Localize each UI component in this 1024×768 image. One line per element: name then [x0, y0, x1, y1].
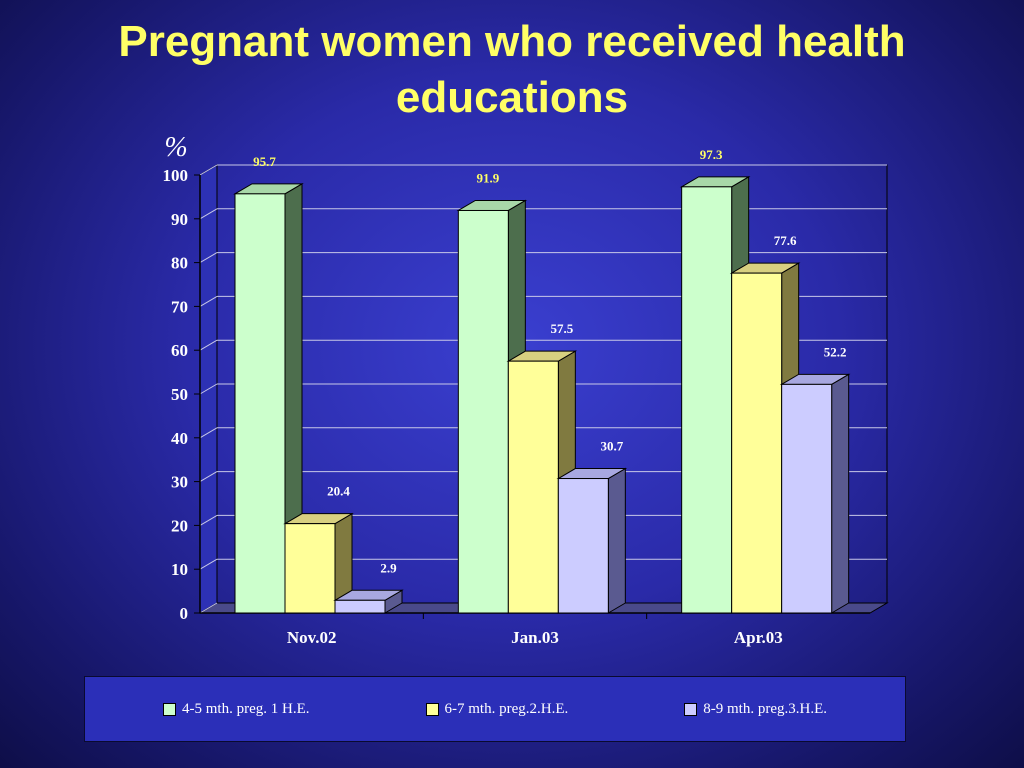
- gridline-side: [199, 558, 218, 570]
- bar-side: [831, 373, 850, 614]
- y-tick-label: 50: [171, 385, 188, 404]
- gridline-side: [199, 295, 218, 307]
- legend-swatch: [684, 702, 698, 716]
- gridline-side: [199, 514, 218, 526]
- chart-title: Pregnant women who received health educa…: [118, 17, 906, 122]
- legend-label: 6-7 mth. preg.2.H.E.: [444, 700, 569, 717]
- y-tick-label: 30: [171, 473, 188, 492]
- bar-side: [607, 467, 626, 614]
- legend-item-2: 6-7 mth. preg.2.H.E.: [425, 700, 569, 718]
- y-tick-label: 100: [163, 166, 189, 185]
- data-label: 91.9: [476, 170, 499, 185]
- legend-swatch: [163, 702, 176, 716]
- y-tick-label: 40: [171, 429, 188, 448]
- legend: 4-5 mth. preg. 1 H.E. 6-7 mth. preg.2.H.E…: [84, 676, 906, 742]
- data-label: 97.3: [700, 147, 723, 162]
- y-tick-label: 60: [171, 341, 188, 360]
- bar-Jan.03-3: [557, 478, 609, 614]
- x-tick-label-Jan.03: Jan.03: [511, 628, 559, 647]
- bar-Apr.03-2: [731, 272, 783, 614]
- data-label: 52.2: [824, 344, 847, 359]
- bar-Jan.03-1: [457, 209, 509, 614]
- legend-label: 8-9 mth. preg.3.H.E.: [703, 700, 827, 717]
- gridline-side: [199, 208, 218, 220]
- data-label: 20.4: [327, 484, 350, 499]
- legend-item-3: 8-9 mth. preg.3.H.E.: [684, 701, 827, 718]
- data-label: 2.9: [380, 560, 397, 575]
- bar-Jan.03-2: [507, 360, 559, 614]
- x-tick-label-Apr.03: Apr.03: [734, 628, 783, 647]
- y-axis-label: %: [164, 132, 187, 163]
- bar-Nov.02-3: [334, 599, 386, 614]
- y-tick-label: 90: [171, 210, 188, 229]
- bar-Nov.02-2: [284, 523, 336, 614]
- data-label: 95.7: [253, 154, 276, 169]
- gridline-side: [199, 427, 218, 439]
- y-tick-label: 20: [171, 516, 188, 535]
- bar-Apr.03-1: [681, 186, 733, 614]
- gridline-side: [199, 164, 218, 176]
- legend-swatch: [425, 702, 439, 716]
- bar-Nov.02-1: [234, 193, 286, 614]
- legend-item-1: 4-5 mth. preg. 1 H.E.: [163, 701, 309, 718]
- gridline-side: [199, 252, 218, 264]
- y-tick-label: 70: [171, 297, 188, 316]
- x-tick-label-Nov.02: Nov.02: [287, 628, 337, 647]
- gridline-side: [199, 602, 218, 614]
- data-label: 57.5: [550, 321, 573, 336]
- y-tick-label: 0: [180, 604, 189, 623]
- gridline-side: [199, 471, 218, 483]
- legend-label: 4-5 mth. preg. 1 H.E.: [182, 700, 310, 717]
- gridline-side: [199, 339, 218, 351]
- data-label: 77.6: [774, 233, 797, 248]
- y-tick-label: 80: [171, 254, 188, 273]
- gridline-side: [199, 383, 218, 395]
- y-tick-label: 10: [171, 560, 188, 579]
- data-label: 30.7: [600, 439, 623, 454]
- bar-Apr.03-3: [781, 383, 833, 614]
